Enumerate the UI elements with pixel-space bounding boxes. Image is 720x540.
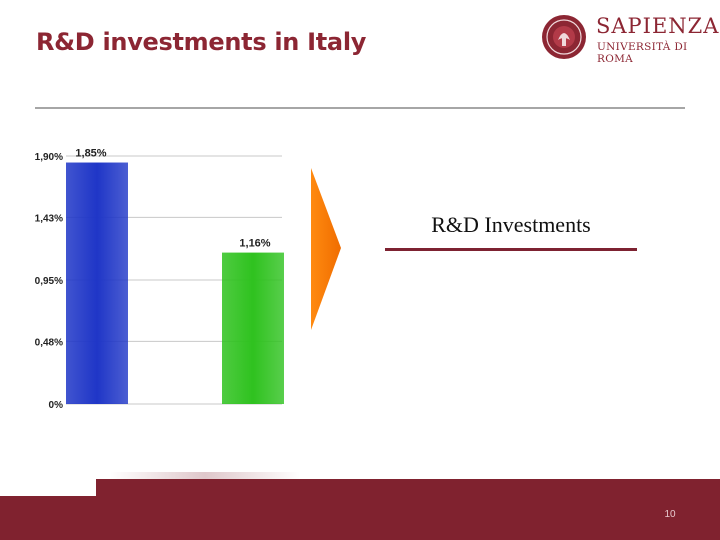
bar bbox=[222, 252, 284, 404]
y-tick-label: 0% bbox=[49, 400, 64, 411]
y-tick-label: 1,43% bbox=[35, 213, 63, 224]
logo-name: SAPIENZA bbox=[596, 14, 720, 38]
footer-fade bbox=[110, 472, 300, 480]
arrow-right-icon bbox=[311, 168, 341, 330]
rd-bar-chart: 0% 0,48% 0,95% 1,43% 1,90% 1,85% 1,16% bbox=[35, 148, 284, 411]
y-tick-label: 1,90% bbox=[35, 152, 63, 163]
bar bbox=[66, 162, 128, 404]
y-tick-label: 0,48% bbox=[35, 337, 63, 348]
sapienza-logo: SAPIENZA UNIVERSITÀ DI ROMA bbox=[540, 12, 718, 65]
y-tick-label: 0,95% bbox=[35, 276, 63, 287]
university-seal-icon bbox=[542, 15, 586, 59]
bar-value-label: 1,16% bbox=[239, 238, 270, 250]
slide-title: R&D investments in Italy bbox=[36, 28, 367, 56]
rd-investments-label: R&D Investments bbox=[431, 212, 591, 237]
footer-bar bbox=[0, 496, 720, 540]
page-number: 10 bbox=[664, 509, 676, 520]
rd-label-underline bbox=[385, 248, 637, 251]
title-divider bbox=[35, 107, 685, 109]
logo-subtitle: UNIVERSITÀ DI ROMA bbox=[597, 41, 688, 65]
footer-block bbox=[96, 479, 720, 497]
bar-value-label: 1,85% bbox=[75, 148, 106, 160]
